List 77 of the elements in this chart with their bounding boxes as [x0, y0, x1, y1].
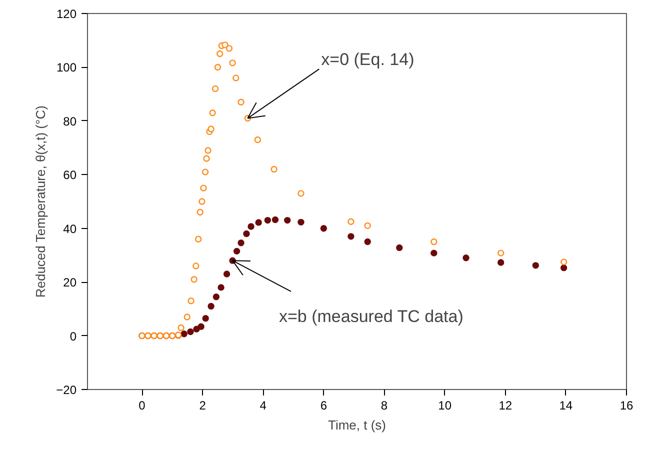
point	[214, 64, 222, 71]
point	[298, 218, 304, 226]
point	[430, 250, 438, 256]
point	[497, 250, 504, 256]
y-tick-label: 0	[70, 329, 77, 344]
point	[223, 270, 230, 278]
point	[218, 284, 224, 291]
x-tick-label: 0	[138, 398, 146, 412]
point	[180, 330, 188, 338]
point	[212, 85, 219, 92]
point	[187, 328, 194, 336]
point	[238, 98, 244, 106]
y-tick-label: 20	[63, 276, 77, 290]
y-tick-label: 80	[63, 114, 77, 128]
point	[209, 110, 216, 116]
point	[396, 244, 403, 252]
x-tick-label: 14	[559, 398, 573, 412]
point	[298, 190, 304, 197]
point	[430, 238, 438, 246]
point	[532, 262, 540, 269]
point	[204, 147, 212, 154]
point	[216, 50, 224, 58]
point	[560, 264, 568, 272]
point	[462, 254, 470, 262]
x-tick-label: 2	[199, 398, 206, 412]
point	[284, 216, 291, 224]
point	[203, 155, 210, 162]
point	[348, 233, 354, 240]
annotation: x=b (measured TC data)	[278, 306, 464, 326]
x-tick-label: 12	[498, 398, 512, 412]
point	[184, 314, 190, 320]
x-tick-label: 6	[320, 398, 328, 412]
point	[264, 216, 272, 224]
point	[178, 324, 184, 332]
point	[270, 166, 278, 173]
point	[208, 302, 214, 310]
point	[348, 218, 354, 225]
x-tick-label: 4	[260, 398, 267, 412]
point	[212, 294, 220, 300]
point	[229, 60, 236, 66]
point	[222, 42, 228, 48]
x-tick-label: 16	[620, 398, 634, 412]
point	[196, 208, 204, 216]
point	[233, 248, 240, 255]
y-tick-label: 60	[63, 168, 77, 182]
point	[272, 216, 279, 224]
point	[198, 323, 204, 330]
annotation: x=0 (Eq. 14)	[321, 50, 414, 70]
point	[226, 45, 233, 52]
point	[255, 219, 262, 226]
point	[497, 259, 504, 266]
point	[188, 298, 194, 304]
point	[320, 225, 328, 232]
point	[208, 126, 214, 132]
x-tick-label: 10	[438, 398, 452, 412]
point	[243, 230, 250, 238]
y-tick-label: 100	[56, 60, 77, 75]
point	[200, 184, 207, 192]
point	[190, 276, 198, 283]
point	[254, 136, 262, 144]
point	[194, 236, 202, 242]
y-tick-label: −20	[56, 383, 77, 397]
point	[202, 168, 209, 176]
x-axis-title: Time, t (s)	[328, 418, 386, 432]
point	[198, 198, 206, 205]
y-axis-title: Reduced Temperature, θ(x,t) (°C)	[33, 106, 48, 298]
y-tick-label: 40	[63, 222, 77, 236]
point	[202, 314, 209, 322]
x-tick-label: 8	[380, 398, 388, 412]
point	[364, 238, 371, 246]
point	[248, 223, 254, 230]
point	[238, 240, 244, 246]
point	[560, 258, 568, 266]
y-tick-label: 120	[56, 7, 77, 21]
point	[192, 262, 200, 270]
point	[364, 222, 371, 230]
point	[232, 74, 240, 82]
